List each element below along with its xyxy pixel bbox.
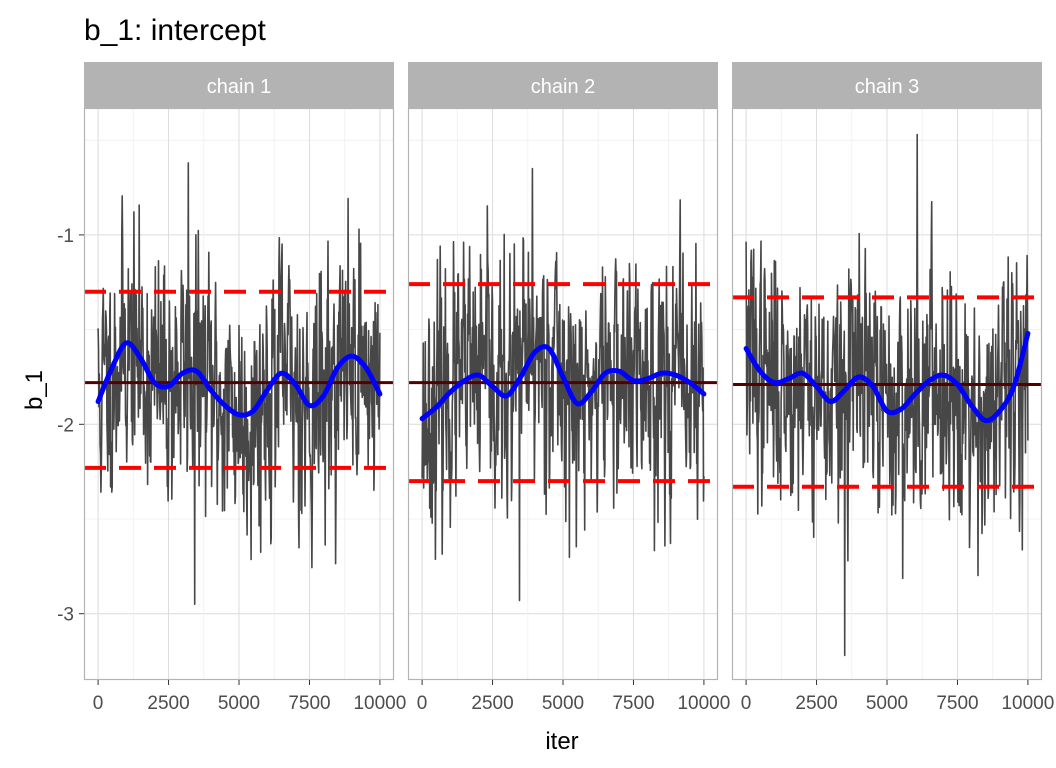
x-tick-label: 2500 — [147, 693, 189, 714]
x-tick-label: 7500 — [936, 693, 978, 714]
x-tick-label: 0 — [741, 693, 752, 714]
facet-strip — [84, 62, 394, 108]
x-tick-label: 5000 — [542, 693, 584, 714]
facet-strip — [732, 62, 1042, 108]
x-tick-label: 2500 — [471, 693, 513, 714]
x-tick-label: 10000 — [353, 693, 406, 714]
x-tick-label: 0 — [417, 693, 428, 714]
y-axis-title: b_1 — [21, 370, 48, 410]
facet-panel-3: chain 3 0 2500 5000 7500 10000 — [731, 62, 1054, 714]
y-tick-label: -2 — [57, 415, 74, 436]
chart-title: b_1: intercept — [84, 14, 266, 47]
facet-panels: -3 -2 -1 chain 1 0 2500 5000 7500 10000 chain 2 0 2… — [57, 62, 1054, 714]
trace-line — [745, 133, 1029, 657]
x-tick-label: 7500 — [288, 693, 330, 714]
smooth-line — [743, 330, 1031, 424]
x-tick-label: 0 — [93, 693, 104, 714]
x-tick-label: 2500 — [795, 693, 837, 714]
smooth-line — [95, 340, 383, 418]
facet-panel-2: chain 2 0 2500 5000 7500 10000 — [407, 62, 730, 714]
x-axis-title: iter — [545, 728, 578, 755]
panel-border — [407, 107, 719, 681]
facet-strip-label: chain 3 — [855, 76, 920, 98]
y-tick-label: -3 — [57, 605, 74, 626]
x-tick-label: 5000 — [866, 693, 908, 714]
trace-line — [421, 167, 705, 602]
facet-strip-label: chain 1 — [207, 76, 272, 98]
smooth-line — [419, 344, 707, 422]
facet-panel-1: chain 1 0 2500 5000 7500 10000 — [83, 62, 406, 714]
x-tick-label: 7500 — [612, 693, 654, 714]
facet-strip — [408, 62, 718, 108]
facet-strip-label: chain 2 — [531, 76, 596, 98]
y-tick-label: -1 — [57, 226, 74, 247]
x-tick-label: 10000 — [677, 693, 730, 714]
x-tick-label: 5000 — [218, 693, 260, 714]
panel-border — [731, 107, 1043, 681]
x-tick-label: 10000 — [1001, 693, 1054, 714]
trace-line — [97, 162, 381, 605]
panel-border — [83, 107, 395, 681]
